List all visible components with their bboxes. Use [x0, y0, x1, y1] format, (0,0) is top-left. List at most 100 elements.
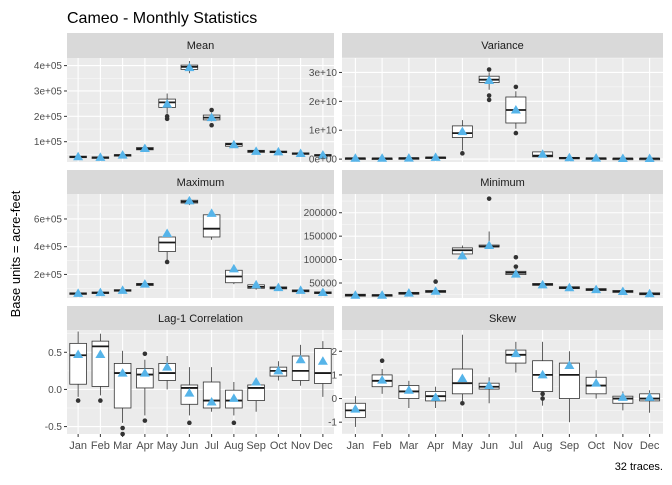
box-iqr: [202, 381, 221, 409]
mean-marker: [377, 153, 388, 162]
x-tick-label: Mar: [113, 440, 132, 452]
box-sep: [247, 146, 265, 155]
outlier-point: [513, 264, 519, 269]
box-jul: [202, 208, 221, 240]
box-oct: [269, 146, 288, 156]
mean-marker: [317, 356, 328, 365]
mean-marker: [184, 388, 195, 397]
box-jun: [180, 367, 199, 426]
box-mar: [113, 150, 132, 159]
box-aug: [532, 341, 554, 406]
mean-marker: [206, 112, 217, 122]
box-feb: [91, 152, 110, 161]
box-oct: [585, 284, 607, 294]
mean-marker: [273, 146, 284, 156]
facet-lag-1-correlation: Lag-1 Correlation -0.5 0.0 0.5 Jan Feb Mar Apr M…: [45, 306, 334, 452]
box-aug: [225, 139, 243, 149]
y-tick-label: 1e+05: [34, 137, 63, 148]
facet-panels: Mean 1e+05 2e+05 3e+05 4e+05 Variance 0e+00 1e+…: [34, 33, 663, 452]
box-jul: [202, 367, 221, 412]
y-tick-label: 1: [331, 370, 337, 381]
box-apr: [136, 143, 154, 153]
box-aug: [225, 263, 243, 285]
box-oct: [585, 370, 607, 399]
mean-marker: [537, 279, 548, 289]
x-tick-label: Oct: [588, 440, 605, 452]
box-jan: [69, 331, 87, 403]
outlier-point: [513, 254, 519, 260]
box-jan: [344, 290, 366, 299]
y-axis-label: Base units = acre-feet: [8, 190, 23, 317]
panel-background: [342, 194, 663, 298]
box-jan: [69, 151, 87, 161]
x-tick-label: Apr: [136, 440, 153, 452]
box-aug: [532, 149, 554, 158]
x-tick-label: Dec: [313, 440, 333, 452]
panel-background: [67, 194, 334, 298]
mean-marker: [537, 149, 548, 158]
box-dec: [639, 288, 661, 298]
mean-marker: [139, 279, 150, 288]
mean-marker: [564, 152, 575, 162]
box-mar: [113, 350, 132, 437]
mean-marker: [430, 286, 441, 295]
box-dec: [314, 341, 332, 397]
x-tick-label: Oct: [270, 440, 287, 452]
box-feb: [371, 153, 393, 162]
outlier-point: [540, 391, 545, 397]
x-tick-label: Feb: [91, 440, 110, 452]
panel-background: [67, 330, 334, 434]
outlier-point: [513, 84, 519, 90]
box-apr: [425, 386, 447, 408]
mean-marker: [273, 282, 284, 292]
mean-marker: [295, 148, 306, 158]
y-tick-label: 3e+05: [34, 86, 63, 97]
mean-marker: [206, 397, 217, 406]
mean-marker: [95, 152, 106, 161]
box-may: [158, 228, 176, 265]
mean-marker: [317, 150, 328, 159]
box-jan: [344, 396, 366, 427]
mean-marker: [457, 250, 468, 260]
mean-marker: [591, 284, 602, 294]
mean-marker: [377, 290, 388, 299]
mean-marker: [350, 404, 361, 413]
y-tick-label: 2e+10: [309, 97, 338, 108]
outlier-point: [98, 398, 103, 403]
mean-marker: [184, 62, 195, 72]
box-dec: [314, 150, 332, 159]
box-iqr: [69, 342, 87, 385]
facet-mean: Mean 1e+05 2e+05 3e+05 4e+05: [34, 33, 334, 162]
x-tick-label: Jan: [347, 440, 365, 452]
y-tick-label: 0: [331, 394, 337, 405]
mean-marker: [644, 392, 655, 401]
x-tick-label: Nov: [291, 440, 311, 452]
box-feb: [371, 358, 393, 394]
outlier-point: [486, 196, 492, 201]
box-nov: [291, 344, 310, 386]
facet-strip-label: Maximum: [177, 177, 225, 189]
mean-marker: [484, 240, 495, 250]
facet-skew: Skew -1 0 1 2 Jan Feb Mar Apr May Jun Jul Aug Sep Oct N…: [328, 306, 663, 452]
mean-marker: [317, 287, 328, 296]
mean-marker: [377, 375, 388, 384]
mean-marker: [206, 208, 217, 217]
box-oct: [269, 282, 288, 292]
x-tick-label: Feb: [373, 440, 392, 452]
mean-marker: [139, 143, 150, 153]
box-feb: [371, 290, 393, 299]
outlier-point: [120, 425, 125, 431]
y-tick-label: 2e+05: [34, 112, 63, 123]
facet-strip-label: Mean: [187, 40, 215, 52]
outlier-point: [142, 418, 148, 423]
box-mar: [398, 153, 420, 162]
y-tick-label: 0.5: [48, 348, 62, 359]
mean-marker: [617, 153, 628, 162]
facet-strip-label: Skew: [489, 313, 516, 325]
facet-strip-label: Variance: [481, 40, 524, 52]
box-aug: [225, 382, 243, 426]
box-feb: [91, 333, 110, 403]
x-tick-label: Jul: [509, 440, 523, 452]
facet-variance: Variance 0e+00 1e+10 2e+10 3e+10: [309, 33, 663, 166]
